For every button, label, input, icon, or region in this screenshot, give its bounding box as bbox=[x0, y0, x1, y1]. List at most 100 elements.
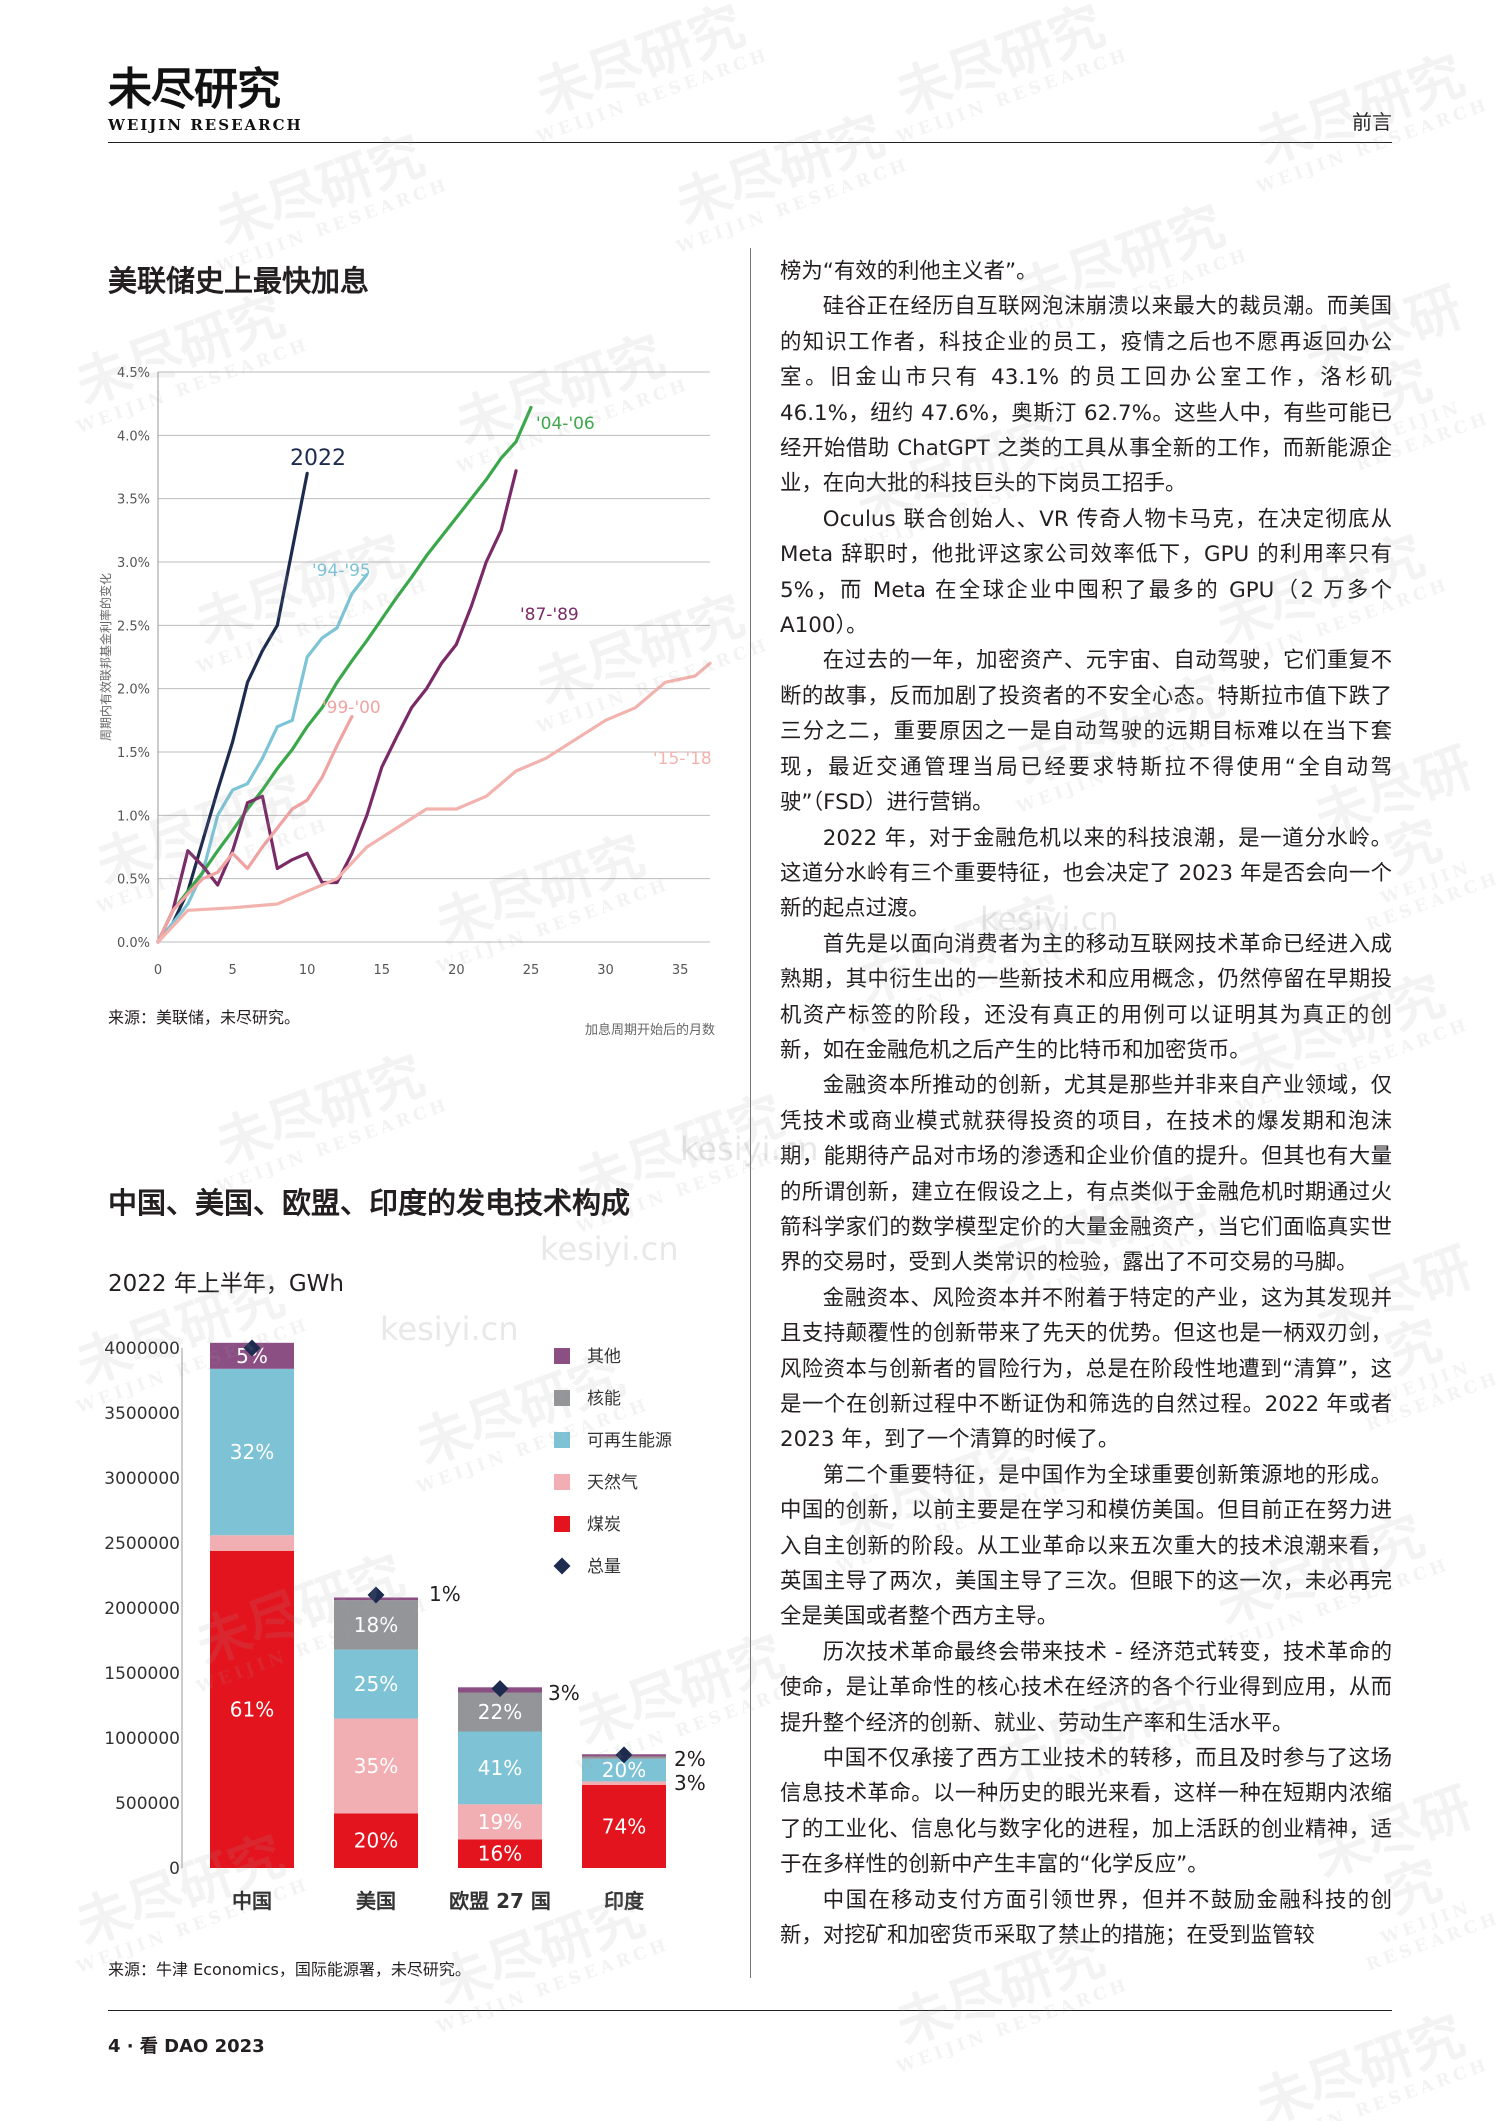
y-tick-label: 4.5% bbox=[117, 366, 150, 381]
body-text: 榜为“有效的利他主义者”。 硅谷正在经历自互联网泡沫崩溃以来最大的裁员潮。而美国的… bbox=[780, 254, 1392, 1954]
y-tick-label: 3.0% bbox=[117, 556, 150, 571]
legend-label: 其他 bbox=[587, 1347, 621, 1367]
body-paragraph: 硅谷正在经历自互联网泡沫崩溃以来最大的裁员潮。而美国的知识工作者，科技企业的员工… bbox=[780, 294, 1392, 497]
x-axis-label: 加息周期开始后的月数 bbox=[585, 1022, 715, 1038]
body-paragraph: 金融资本所推动的创新，尤其是那些并非来自产业领域，仅凭技术或商业模式就获得投资的… bbox=[780, 1073, 1392, 1276]
chart2-power-mix: 0 500000 1000000 1500000 2000000 2500000 30000… bbox=[104, 1339, 706, 1913]
bar-outside-label: 3% bbox=[674, 1771, 706, 1795]
legend-swatch bbox=[554, 1348, 570, 1364]
watermark-mark: 未尽研究 WEIJIN RESEARCH bbox=[654, 100, 912, 258]
body-paragraph: 中国在移动支付方面引领世界，但并不鼓励金融科技的创新，对挖矿和加密货币采取了禁止… bbox=[780, 1887, 1392, 1949]
bar-outside-label: 2% bbox=[674, 1747, 706, 1771]
watermark-en: WEIJIN RESEARCH bbox=[1253, 2054, 1493, 2121]
y-axis-label: 周期内有效联邦基金利率的变化 bbox=[98, 573, 113, 741]
series-line bbox=[156, 405, 533, 944]
bar-segment-label: 20% bbox=[354, 1829, 398, 1853]
watermark-mark: 未尽研究 WEIJIN RESEARCH bbox=[194, 120, 452, 278]
series-line bbox=[156, 714, 354, 944]
footer-page-label: 4 · 看 DAO 2023 bbox=[108, 2036, 265, 2057]
y-tick-label: 2.0% bbox=[117, 683, 150, 698]
x-tick-label: 10 bbox=[299, 963, 316, 978]
bar-outside-label: 3% bbox=[548, 1681, 580, 1705]
x-category-label: 中国 bbox=[232, 1889, 272, 1913]
y-tick-label: 3000000 bbox=[104, 1469, 180, 1489]
logo-en-text: WEIJIN RESEARCH bbox=[108, 116, 303, 134]
bar-segment-label: 16% bbox=[478, 1842, 522, 1866]
watermark-en: WEIJIN RESEARCH bbox=[893, 1974, 1133, 2078]
series-line bbox=[156, 573, 369, 944]
body-paragraph: 在过去的一年，加密资产、元宇宙、自动驾驶，它们重复不断的故事，反而加剧了投资者的… bbox=[780, 648, 1392, 816]
series-line bbox=[156, 469, 518, 944]
x-tick-label: 30 bbox=[597, 963, 614, 978]
y-tick-label: 0.0% bbox=[117, 936, 150, 951]
x-tick-label: 15 bbox=[374, 963, 391, 978]
body-paragraph: Oculus 联合创始人、VR 传奇人物卡马克，在决定彻底从 Meta 辞职时，… bbox=[780, 506, 1392, 639]
x-tick-label: 20 bbox=[448, 963, 465, 978]
bar-segment bbox=[582, 1784, 666, 1868]
y-tick-label: 500000 bbox=[115, 1794, 180, 1814]
chart1-title: 美联储史上最快加息 bbox=[108, 264, 370, 298]
y-tick-label: 3.5% bbox=[117, 493, 150, 508]
bar-segment bbox=[334, 1600, 418, 1650]
series-label: '94-'95 bbox=[312, 561, 371, 581]
bar-segment-label: 19% bbox=[478, 1810, 522, 1834]
body-paragraph: 金融资本、风险资本并不附着于特定的产业，这为其发现并且支持颠覆性的创新带来了先天… bbox=[780, 1285, 1392, 1453]
footer-divider bbox=[108, 2010, 1392, 2011]
bar-segment bbox=[582, 1758, 666, 1782]
watermark-cn: 未尽研究 bbox=[207, 1042, 433, 1177]
series-label: '15-'18 bbox=[653, 749, 712, 769]
watermark-cn: 未尽研究 bbox=[887, 0, 1113, 127]
body-paragraph: 首先是以面向消费者为主的移动互联网技术革命已经进入成熟期，其中衍生出的一些新技术… bbox=[780, 931, 1392, 1063]
chart2-title: 中国、美国、欧盟、印度的发电技术构成 bbox=[108, 1186, 631, 1220]
y-tick-label: 4.0% bbox=[117, 429, 150, 444]
y-tick-label: 1000000 bbox=[104, 1729, 180, 1749]
legend-label: 总量 bbox=[587, 1557, 621, 1577]
brand-logo: 未尽研究 WEIJIN RESEARCH bbox=[108, 64, 303, 135]
series-label: '87-'89 bbox=[520, 605, 579, 625]
y-tick-label: 0.5% bbox=[117, 873, 150, 888]
y-tick-label: 1.5% bbox=[117, 746, 150, 761]
bar-segment bbox=[334, 1813, 418, 1868]
chart2-source: 来源：牛津 Economics，国际能源署，未尽研究。 bbox=[108, 1960, 471, 1979]
bar-segment-label: 35% bbox=[354, 1754, 398, 1778]
watermark-en: WEIJIN RESEARCH bbox=[433, 1934, 673, 2038]
bar-segment bbox=[210, 1550, 294, 1868]
watermark-mark: 未尽研究 WEIJIN RESEARCH bbox=[1234, 2000, 1492, 2121]
watermark-mark: 未尽研究 WEIJIN RESEARCH bbox=[194, 1040, 452, 1198]
watermark-cn: 未尽研究 bbox=[527, 0, 753, 127]
series-label: '99-'00 bbox=[322, 698, 381, 718]
x-tick-label: 25 bbox=[523, 963, 540, 978]
watermark-cn: 未尽研究 bbox=[667, 102, 893, 237]
y-tick-label: 0 bbox=[169, 1859, 180, 1879]
legend-swatch bbox=[554, 1390, 570, 1406]
bar-segment-label: 22% bbox=[478, 1700, 522, 1724]
series-label: '04-'06 bbox=[536, 414, 595, 434]
y-tick-label: 2.5% bbox=[117, 619, 150, 634]
section-title: 前言 bbox=[1352, 110, 1392, 134]
series-line bbox=[156, 471, 309, 944]
legend-label: 煤炭 bbox=[587, 1515, 621, 1535]
x-category-label: 印度 bbox=[604, 1889, 645, 1913]
bar-segment-label: 25% bbox=[354, 1672, 398, 1696]
body-paragraph: 2022 年，对于金融危机以来的科技浪潮，是一道分水岭。这道分水岭有三个重要特征… bbox=[780, 825, 1392, 922]
bar-segment-label: 41% bbox=[478, 1756, 522, 1780]
bar-segment bbox=[210, 1368, 294, 1536]
bar-segment bbox=[458, 1804, 542, 1840]
watermark-en: WEIJIN RESEARCH bbox=[893, 44, 1133, 148]
watermark-cn: 未尽研究 bbox=[1247, 2002, 1473, 2121]
x-tick-label: 35 bbox=[672, 963, 689, 978]
bar-segment bbox=[458, 1839, 542, 1868]
bar-segment bbox=[334, 1649, 418, 1719]
logo-cn-text: 未尽研究 bbox=[108, 64, 281, 115]
column-divider bbox=[750, 248, 751, 1978]
bar-segment bbox=[582, 1781, 666, 1785]
y-tick-label: 3500000 bbox=[104, 1404, 180, 1424]
body-paragraph: 中国不仅承接了西方工业技术的转移，而且及时参与了这场信息技术革命。以一种历史的眼… bbox=[780, 1746, 1392, 1878]
series-label: 2022 bbox=[290, 446, 346, 471]
legend-label: 核能 bbox=[587, 1389, 621, 1409]
series-line bbox=[156, 661, 712, 944]
y-tick-label: 2500000 bbox=[104, 1534, 180, 1554]
bar-segment-label: 32% bbox=[230, 1440, 274, 1464]
y-tick-label: 2000000 bbox=[104, 1599, 180, 1619]
y-tick-label: 4000000 bbox=[104, 1339, 180, 1359]
